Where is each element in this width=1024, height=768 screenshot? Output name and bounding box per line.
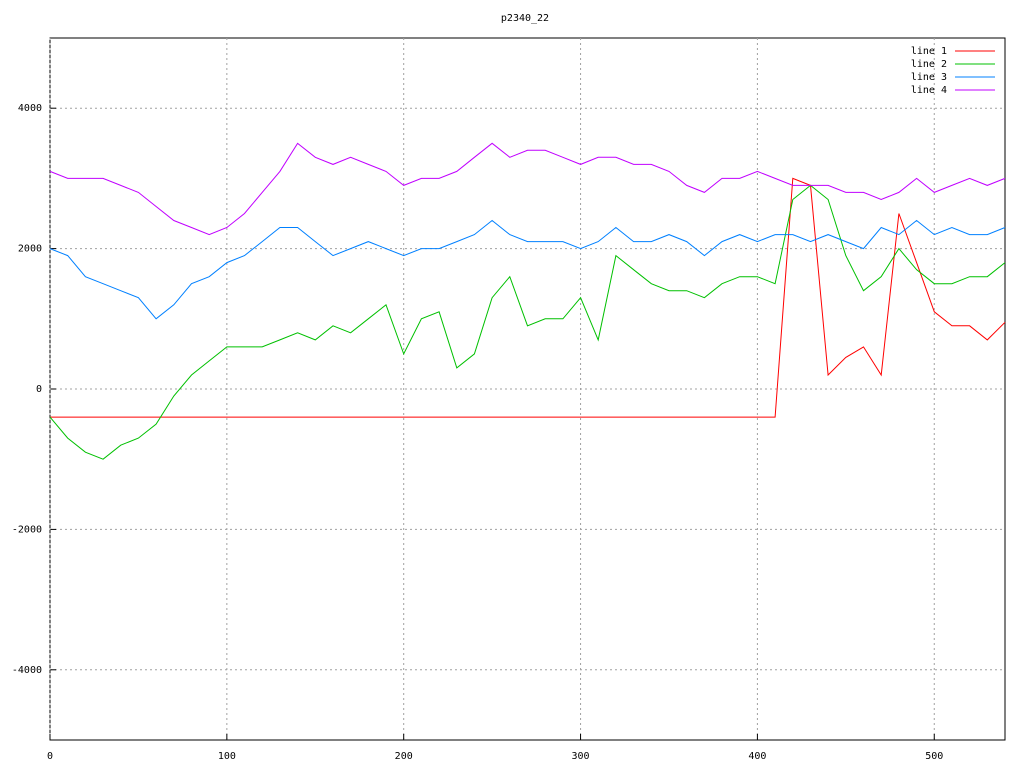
legend-label: line 3 bbox=[911, 72, 947, 83]
legend-label: line 4 bbox=[911, 85, 947, 96]
series-line bbox=[50, 177, 1006, 418]
x-tick-label: 400 bbox=[748, 751, 766, 762]
y-tick-label: -2000 bbox=[12, 524, 42, 535]
y-tick-label: 0 bbox=[36, 384, 42, 395]
x-tick-label: 100 bbox=[218, 751, 236, 762]
y-tick-label: 2000 bbox=[18, 244, 42, 255]
y-tick-label: -4000 bbox=[12, 665, 42, 676]
x-tick-label: 200 bbox=[395, 751, 413, 762]
legend-label: line 2 bbox=[911, 59, 947, 70]
legend-label: line 1 bbox=[911, 46, 947, 57]
x-tick-label: 500 bbox=[925, 751, 943, 762]
series-line bbox=[49, 184, 1006, 460]
chart-title: p2340_22 bbox=[501, 13, 549, 24]
x-tick-label: 300 bbox=[572, 751, 590, 762]
x-tick-label: 0 bbox=[47, 751, 53, 762]
series-line bbox=[49, 142, 1006, 236]
series-line bbox=[49, 219, 1006, 320]
y-tick-label: 4000 bbox=[18, 103, 42, 114]
